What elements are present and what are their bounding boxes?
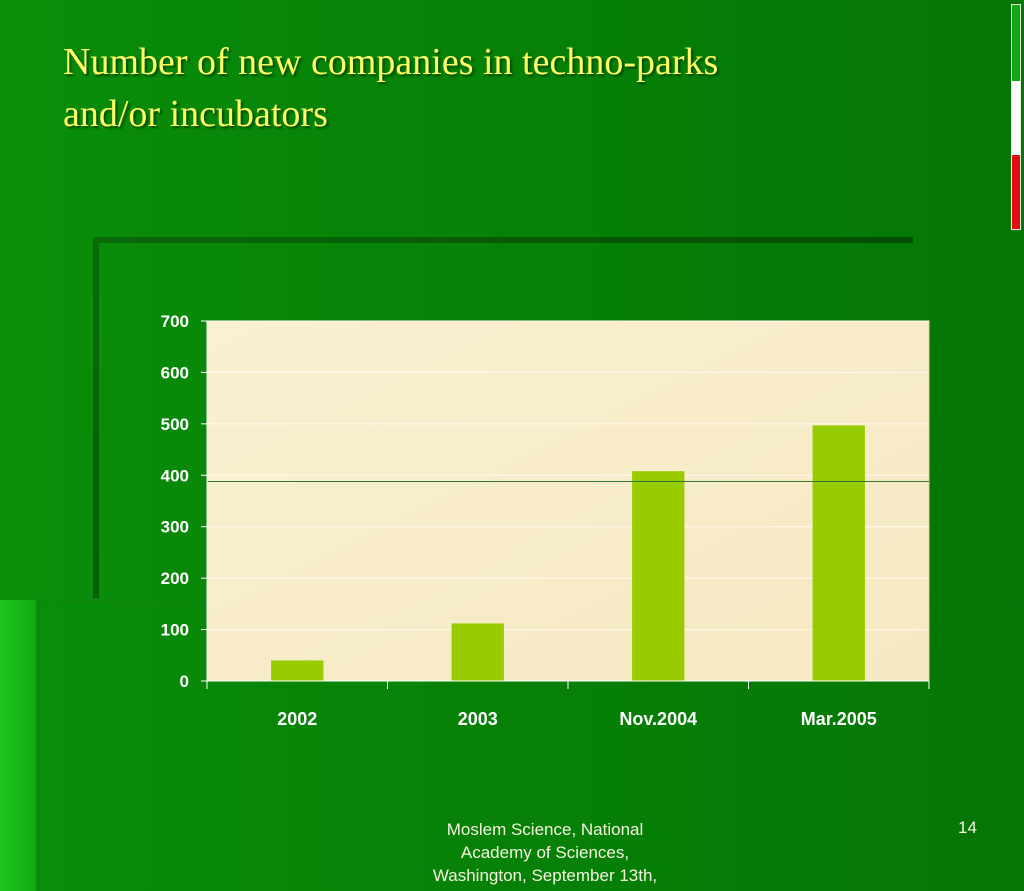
y-ticks: 0 100 200 300 400 500 600 700 bbox=[161, 312, 207, 691]
footer-text: Moslem Science, National Academy of Scie… bbox=[405, 818, 685, 887]
x-tick-label-3: Mar.2005 bbox=[801, 709, 877, 729]
bar-2 bbox=[632, 471, 685, 681]
x-tick-label-2: Nov.2004 bbox=[619, 709, 697, 729]
y-tick-label-5: 500 bbox=[161, 415, 189, 434]
y-tick-label-3: 300 bbox=[161, 518, 189, 537]
y-tick-label-6: 600 bbox=[161, 363, 189, 382]
y-tick-label-7: 700 bbox=[161, 312, 189, 331]
page-number: 14 bbox=[958, 818, 977, 837]
y-tick-label-0: 0 bbox=[180, 672, 189, 691]
plot-area bbox=[206, 320, 930, 682]
decorative-band-lower-left bbox=[36, 600, 41, 891]
slide-title-line-2: and/or incubators bbox=[63, 93, 328, 135]
slide-title-line-1: Number of new companies in techno-parks bbox=[63, 41, 719, 83]
x-tick-label-1: 2003 bbox=[458, 709, 498, 729]
x-ticks: 2002 2003 Nov.2004 Mar.2005 bbox=[206, 681, 930, 729]
x-tick-label-0: 2002 bbox=[277, 709, 317, 729]
gridlines bbox=[207, 320, 929, 631]
y-tick-label-2: 200 bbox=[161, 569, 189, 588]
bar-3 bbox=[812, 425, 865, 681]
bar-1 bbox=[451, 623, 504, 681]
footer-line-1: Moslem Science, National bbox=[446, 820, 644, 839]
y-tick-label-4: 400 bbox=[161, 466, 189, 485]
decorative-band-left bbox=[93, 237, 99, 602]
bar-0 bbox=[271, 660, 324, 681]
footer-line-2: Academy of Sciences, bbox=[460, 843, 630, 862]
slide-title: Number of new companies in techno-parks … bbox=[63, 36, 943, 140]
bars bbox=[271, 425, 865, 681]
left-edge-gradient bbox=[0, 600, 40, 891]
decorative-band-top bbox=[95, 237, 913, 243]
y-tick-label-1: 100 bbox=[161, 621, 189, 640]
footer-line-3: Washington, September 13th, bbox=[432, 866, 658, 885]
flag-stripe bbox=[1011, 4, 1021, 230]
